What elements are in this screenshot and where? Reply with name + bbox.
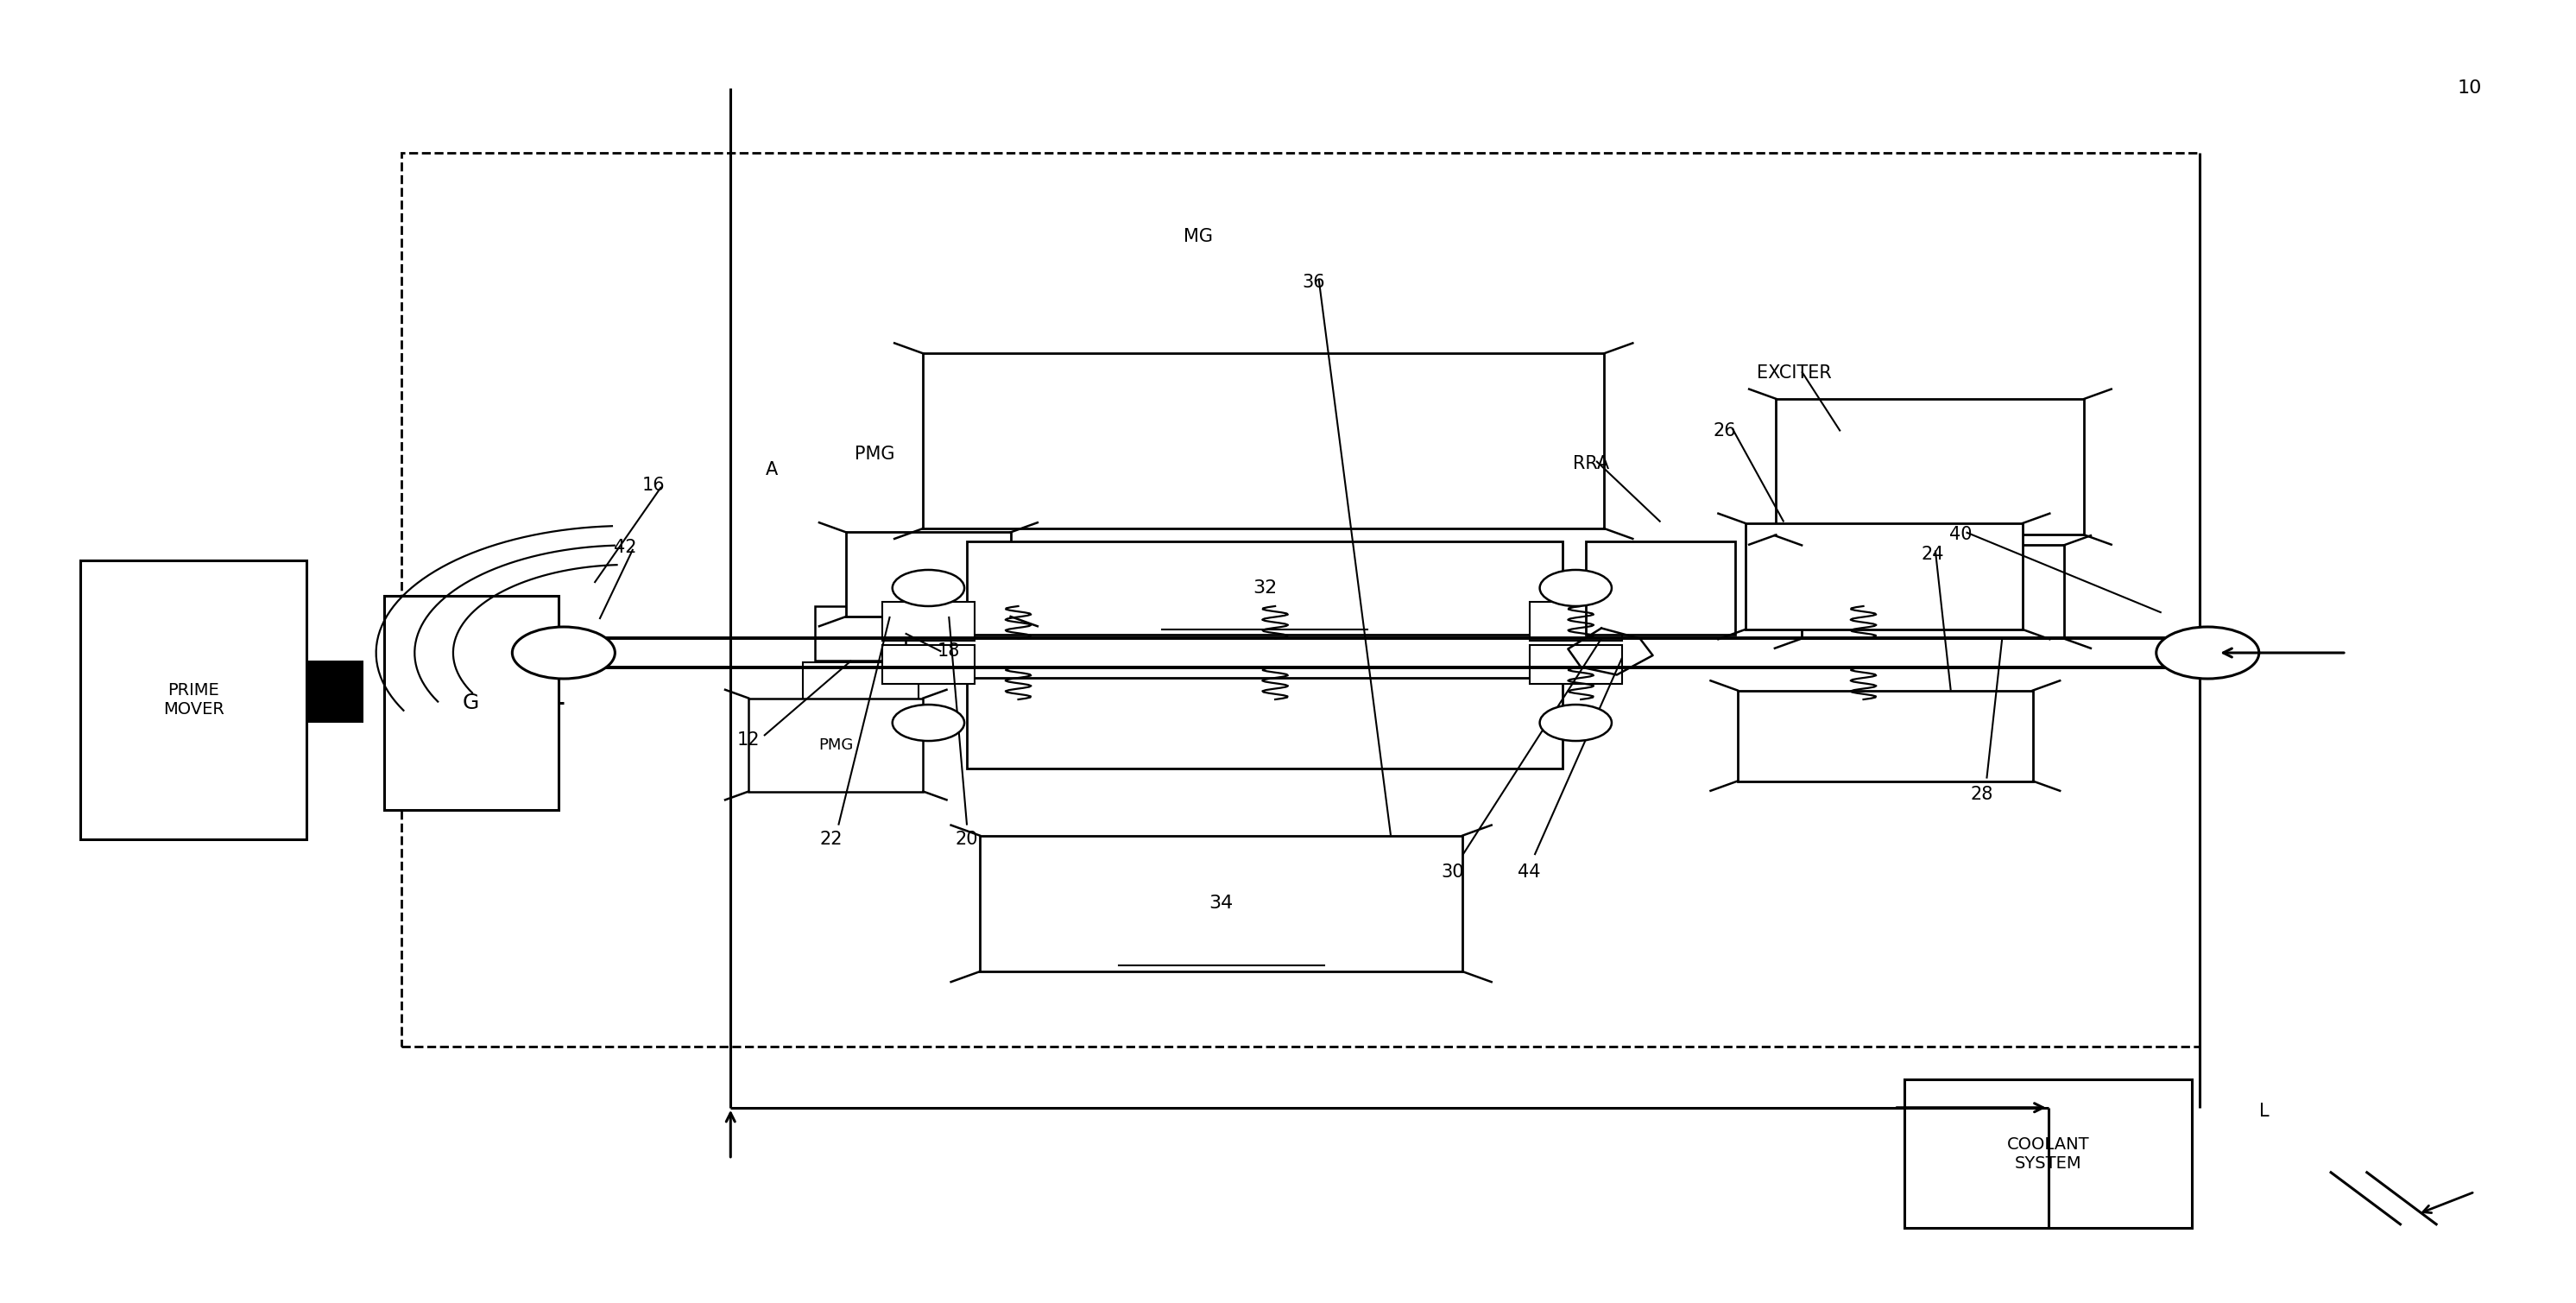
Text: 32: 32 [1252,580,1278,597]
Bar [922,353,1605,529]
Bar [1801,545,2063,638]
Text: PRIME
MOVER: PRIME MOVER [162,683,224,718]
Text: 44: 44 [1517,863,1540,881]
Text: L: L [2259,1102,2269,1121]
Text: 24: 24 [1922,546,1945,563]
Text: 42: 42 [613,539,636,556]
Bar [750,698,922,791]
Text: 10: 10 [2458,79,2481,96]
Circle shape [891,705,963,741]
Bar [966,678,1564,769]
Bar [881,602,974,641]
Bar [979,835,1463,972]
Bar [1747,524,2022,629]
Text: EXCITER: EXCITER [1757,365,1832,382]
Text: PMG: PMG [819,737,853,753]
Text: 36: 36 [1303,274,1324,291]
Circle shape [891,569,963,606]
Text: COOLANT
SYSTEM: COOLANT SYSTEM [2007,1136,2089,1171]
Text: G: G [464,692,479,713]
Bar [804,662,917,701]
Circle shape [2156,627,2259,679]
Text: 16: 16 [641,477,665,494]
Text: 12: 12 [737,731,760,748]
Bar [80,560,307,839]
Bar [402,152,2200,1046]
Circle shape [1540,705,1613,741]
Bar [881,645,974,684]
Bar [307,661,363,723]
Bar [1775,399,2084,534]
Circle shape [513,627,616,679]
Text: PMG: PMG [855,446,894,463]
Circle shape [1540,569,1613,606]
Text: A: A [765,461,778,478]
Text: 22: 22 [819,831,842,848]
Bar [1530,602,1623,641]
Bar [1530,645,1623,684]
Text: RRA: RRA [1574,455,1610,472]
Bar [1739,691,2032,780]
Bar [966,541,1564,635]
Bar [845,533,1010,616]
Bar [1587,541,1736,635]
Text: 26: 26 [1713,422,1736,440]
Bar [817,606,904,661]
Text: MG: MG [1182,228,1213,245]
Text: 34: 34 [1208,895,1234,912]
Text: 18: 18 [938,642,961,661]
Bar [384,595,559,809]
Bar [1904,1079,2192,1229]
Text: 40: 40 [1950,526,1973,543]
Text: 20: 20 [956,831,979,848]
Text: 30: 30 [1440,863,1463,881]
Text: 28: 28 [1971,786,1994,803]
